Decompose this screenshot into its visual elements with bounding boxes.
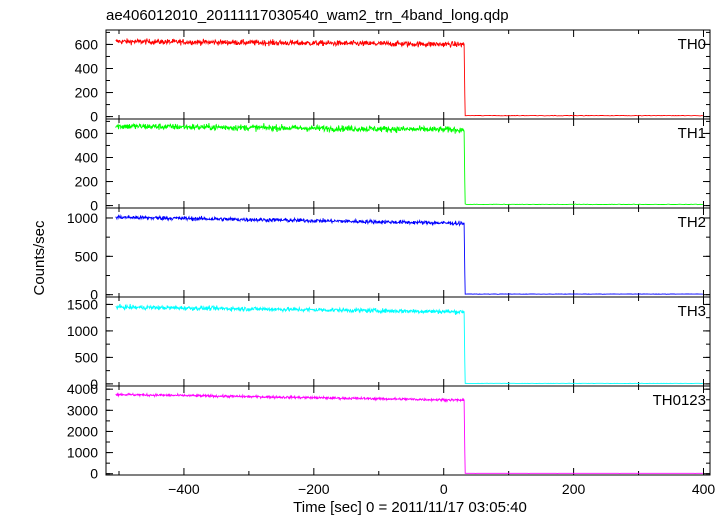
y-tick-label: 0 (90, 287, 98, 303)
panels: 0 200 400 600 TH0 0 200 400 600 TH1 0 500 1000 TH2 0 50… (67, 29, 711, 482)
y-tick-label: 600 (75, 36, 99, 52)
y-tick-label: 1500 (67, 296, 98, 312)
x-tick-label: 400 (692, 481, 716, 497)
panel-th3: 0 500 1000 1500 TH3 (67, 296, 711, 392)
y-tick-label: 1000 (67, 445, 98, 461)
series-line-th1 (115, 122, 703, 206)
panel-th1: 0 200 400 600 TH1 (75, 118, 711, 214)
x-tick-label: −400 (168, 481, 200, 497)
y-tick-label: 4000 (67, 381, 98, 397)
y-tick-label: 200 (75, 85, 99, 101)
series-line-th0 (115, 38, 703, 117)
y-tick-label: 500 (75, 248, 99, 264)
y-tick-label: 2000 (67, 423, 98, 439)
series-line-th3 (115, 303, 703, 384)
y-axis-label: Counts/sec (31, 220, 48, 296)
series-label: TH1 (678, 125, 706, 142)
y-tick-label: 0 (90, 376, 98, 392)
y-tick-label: 600 (75, 125, 99, 141)
y-tick-label: 200 (75, 174, 99, 190)
chart-title: ae406012010_20111117030540_wam2_trn_4ban… (106, 7, 509, 24)
x-axis-label: Time [sec] 0 = 2011/11/17 03:05:40 (293, 499, 527, 516)
series-label: TH0 (678, 36, 706, 53)
x-axis: −400 −200 0 200 400 (168, 481, 715, 497)
panel-th0123: 0 1000 2000 3000 4000 TH0123 (67, 381, 711, 482)
y-tick-label: 3000 (67, 402, 98, 418)
x-tick-label: 200 (562, 481, 586, 497)
y-tick-label: 0 (90, 198, 98, 214)
panel-th0: 0 200 400 600 TH0 (75, 29, 711, 125)
panel-th2: 0 500 1000 TH2 (67, 207, 711, 303)
series-label: TH3 (678, 303, 706, 320)
y-tick-label: 1000 (67, 323, 98, 339)
x-tick-label: 0 (440, 481, 448, 497)
panel-frame (105, 385, 711, 476)
x-tick-label: −200 (298, 481, 330, 497)
y-tick-label: 1000 (67, 210, 98, 226)
panel-frame (105, 118, 711, 209)
y-tick-label: 400 (75, 60, 99, 76)
series-label: TH2 (678, 214, 706, 231)
y-tick-label: 500 (75, 349, 99, 365)
series-line-th2 (115, 214, 703, 295)
y-tick-label: 400 (75, 149, 99, 165)
y-tick-label: 0 (90, 466, 98, 482)
series-line-th0123 (115, 392, 703, 474)
series-label: TH0123 (653, 392, 706, 409)
y-tick-label: 0 (90, 109, 98, 125)
